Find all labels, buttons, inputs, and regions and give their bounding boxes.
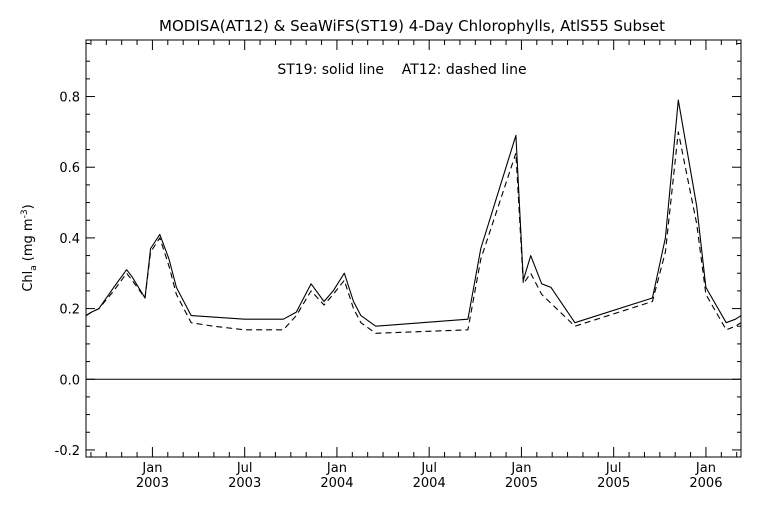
x-tick-year-label: 2005 — [505, 476, 538, 491]
series-lines — [85, 99, 742, 334]
x-tick-month-label: Jul — [236, 461, 253, 476]
x-tick-year-label: 2006 — [689, 476, 722, 491]
x-tick-month-label: Jan — [510, 461, 531, 476]
series-line-st19 — [85, 99, 742, 327]
y-axis-label-close: ) — [21, 204, 36, 209]
series-line-at12 — [85, 131, 742, 334]
chart-title: MODISA(AT12) & SeaWiFS(ST19) 4-Day Chlor… — [159, 17, 665, 35]
x-tick-year-label: 2003 — [136, 476, 169, 491]
y-axis-ticks: -0.2 0.0 0.2 0.4 0.6 0.8 — [55, 43, 741, 459]
x-tick-month-label: Jan — [695, 461, 716, 476]
x-tick-year-label: 2005 — [597, 476, 630, 491]
y-tick-label: 0.4 — [59, 232, 80, 247]
y-axis-label: Chla (mg m-3) — [20, 204, 39, 291]
x-tick-year-label: 2004 — [413, 476, 446, 491]
x-tick-year-label: 2004 — [320, 476, 353, 491]
x-axis-ticks: Jan2003Jul2003Jan2004Jul2004Jan2005Jul20… — [90, 40, 738, 491]
line-style-annotation: ST19: solid line AT12: dashed line — [277, 62, 526, 78]
y-axis-label-main: Chl — [21, 271, 36, 292]
plot-border — [85, 39, 742, 458]
x-tick-year-label: 2003 — [228, 476, 261, 491]
x-tick-month-label: Jan — [141, 461, 162, 476]
x-tick-month-label: Jan — [326, 461, 347, 476]
y-tick-label: 0.8 — [59, 91, 80, 106]
y-tick-label: 0.6 — [59, 161, 80, 176]
y-tick-label: 0.2 — [59, 303, 80, 318]
y-axis-label-units: (mg m — [21, 218, 36, 261]
x-tick-month-label: Jul — [420, 461, 437, 476]
y-axis-label-sub: a — [29, 265, 39, 271]
y-tick-label: 0.0 — [59, 373, 80, 388]
y-tick-label: -0.2 — [55, 444, 80, 459]
plot-frame — [85, 39, 742, 458]
x-tick-month-label: Jul — [605, 461, 622, 476]
y-axis-label-exp: -3 — [20, 209, 30, 218]
